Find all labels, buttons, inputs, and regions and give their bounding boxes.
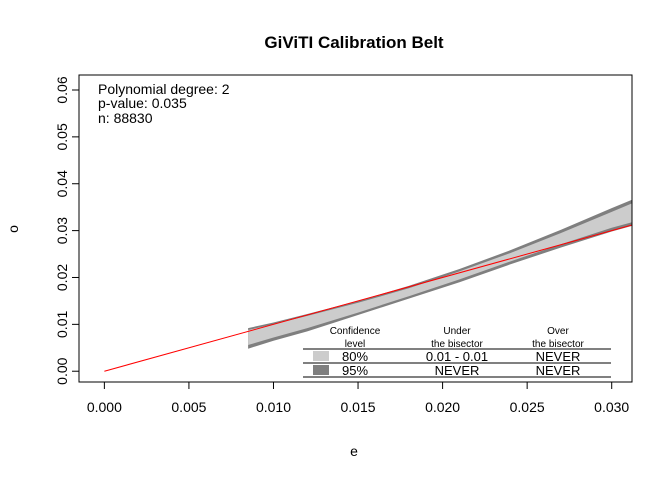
x-axis: 0.000 0.005 0.010 0.015 0.020 0.025 0.030 xyxy=(87,381,629,415)
row-80-level: 80% xyxy=(342,349,368,364)
stat-degree: Polynomial degree: 2 xyxy=(98,81,230,97)
row-95-over: NEVER xyxy=(536,363,581,378)
y-tick-label: 0.05 xyxy=(54,123,70,150)
y-axis: 0.00 0.01 0.02 0.03 0.04 0.05 0.06 xyxy=(54,76,80,385)
x-tick-label: 0.015 xyxy=(341,399,376,415)
x-tick-label: 0.000 xyxy=(87,399,122,415)
row-95-level: 95% xyxy=(342,363,368,378)
x-tick-label: 0.025 xyxy=(510,399,545,415)
x-tick-label: 0.010 xyxy=(256,399,291,415)
stats-block: Polynomial degree: 2 p-value: 0.035 n: 8… xyxy=(98,81,230,126)
header-over-1: Over xyxy=(547,326,569,337)
header-confidence-2: level xyxy=(345,339,366,350)
x-axis-label: e xyxy=(350,443,358,459)
header-over-2: the bisector xyxy=(532,339,584,350)
x-tick-label: 0.030 xyxy=(594,399,629,415)
stat-n: n: 88830 xyxy=(98,110,153,126)
y-tick-label: 0.00 xyxy=(54,357,70,384)
legend-swatch-80 xyxy=(313,351,329,361)
legend-table: Confidence level Under the bisector Over… xyxy=(303,326,611,378)
x-tick-label: 0.005 xyxy=(171,399,206,415)
y-tick-label: 0.03 xyxy=(54,217,70,244)
header-under-1: Under xyxy=(443,326,471,337)
legend-swatch-95 xyxy=(313,365,329,375)
chart-title: GiViTI Calibration Belt xyxy=(264,33,443,52)
belt-80-area xyxy=(248,203,632,345)
x-tick-label: 0.020 xyxy=(425,399,460,415)
y-tick-label: 0.06 xyxy=(54,76,70,103)
bisector-layer xyxy=(104,224,633,372)
stat-pvalue: p-value: 0.035 xyxy=(98,95,187,111)
row-80-under: 0.01 - 0.01 xyxy=(426,349,488,364)
row-95-under: NEVER xyxy=(435,363,480,378)
y-axis-label: o xyxy=(5,225,21,233)
row-80-over: NEVER xyxy=(536,349,581,364)
y-tick-label: 0.01 xyxy=(54,311,70,338)
header-confidence-1: Confidence xyxy=(330,326,381,337)
y-tick-label: 0.02 xyxy=(54,264,70,291)
belts-layer xyxy=(248,199,632,349)
bisector-line xyxy=(104,224,633,372)
y-tick-label: 0.04 xyxy=(54,170,70,197)
header-under-2: the bisector xyxy=(431,339,483,350)
